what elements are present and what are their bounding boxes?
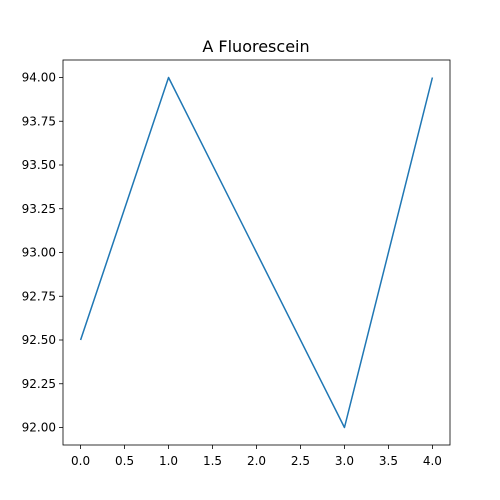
x-axis: 0.0 0.5 1.0 1.5 2.0 2.5 3.0 3.5 4.0 <box>71 445 442 468</box>
series-line <box>79 76 434 429</box>
y-tick-label: 93.00 <box>22 246 56 260</box>
x-tick-label: 1.5 <box>203 454 222 468</box>
x-tick-label: 0.0 <box>71 454 90 468</box>
y-tick-label: 93.50 <box>22 158 56 172</box>
x-tick-label: 4.0 <box>423 454 442 468</box>
series-layer <box>79 76 434 429</box>
y-tick-label: 93.75 <box>22 114 56 128</box>
y-tick-label: 92.50 <box>22 333 56 347</box>
x-tick-label: 3.5 <box>379 454 398 468</box>
x-tick-label: 0.5 <box>115 454 134 468</box>
y-tick-label: 92.00 <box>22 421 56 435</box>
x-tick-label: 2.0 <box>247 454 266 468</box>
y-tick-label: 94.00 <box>22 71 56 85</box>
x-tick-label: 3.0 <box>335 454 354 468</box>
y-tick-label: 92.75 <box>22 289 56 303</box>
y-tick-label: 92.25 <box>22 377 56 391</box>
x-tick-label: 1.0 <box>159 454 178 468</box>
y-axis: 92.00 92.25 92.50 92.75 93.00 93.25 93.50 93.75… <box>22 71 63 435</box>
chart-title: A Fluorescein <box>202 37 309 56</box>
x-tick-label: 2.5 <box>291 454 310 468</box>
y-tick-label: 93.25 <box>22 202 56 216</box>
